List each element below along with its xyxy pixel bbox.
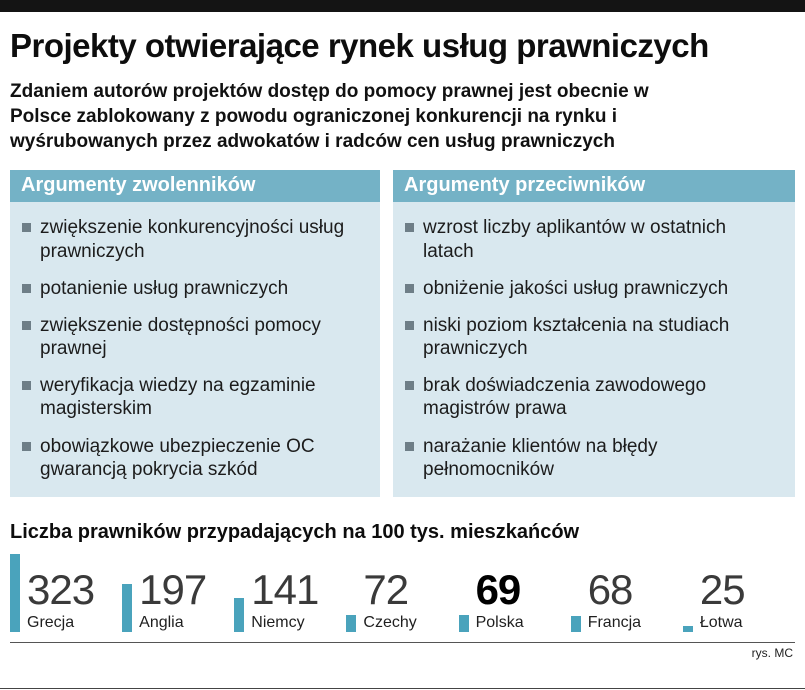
lead-paragraph: Zdaniem autorów projektów dostęp do pomo… — [10, 81, 649, 152]
bullet-square-icon — [405, 441, 414, 451]
list-item: weryfikacja wiedzy na egzaminie magister… — [22, 374, 366, 420]
arguments-panels: Argumenty zwolenników zwiększenie konkur… — [10, 170, 795, 497]
argument-text: obowiązkowe ubezpieczenie OC gwarancją p… — [40, 435, 315, 480]
bullet-square-icon — [22, 441, 31, 451]
argument-text: zwiększenie konkurencyjności usług prawn… — [40, 217, 345, 262]
bullet-square-icon — [22, 320, 31, 330]
divider — [10, 641, 795, 643]
list-item: brak doświadczenia zawodowego magistrów … — [405, 374, 781, 420]
list-item: zwiększenie konkurencyjności usług prawn… — [22, 216, 366, 262]
chart-value: 69 — [475, 566, 522, 614]
chart-label: Anglia — [139, 613, 184, 631]
chart-bar — [346, 614, 357, 632]
bullet-square-icon — [22, 223, 31, 233]
chart-value: 68 — [587, 566, 634, 614]
bar-chart: 323 Grecja 197 Anglia 141 Niemcy 72 Czec… — [10, 553, 795, 632]
chart-value: 197 — [139, 566, 207, 614]
chart-group: 72 Czechy — [346, 554, 458, 632]
bullet-square-icon — [405, 223, 414, 233]
chart-text: 323 Grecja — [27, 566, 95, 632]
chart-label: Francja — [587, 613, 642, 631]
list-item: zwiększenie dostępności pomocy prawnej — [22, 314, 366, 360]
chart-bar — [682, 625, 693, 632]
argument-text: brak doświadczenia zawodowego magistrów … — [423, 375, 707, 420]
panel-supporters: Argumenty zwolenników zwiększenie konkur… — [10, 170, 380, 497]
list-item: potanienie usług prawniczych — [22, 277, 366, 300]
bullet-square-icon — [22, 381, 31, 391]
page-title: Projekty otwierające rynek usług prawnic… — [10, 27, 709, 64]
panel-opponents-body: wzrost liczby aplikantów w ostatnich lat… — [393, 202, 795, 497]
chart-bar — [10, 553, 20, 632]
chart-group: 323 Grecja — [10, 553, 122, 632]
list-item: niski poziom kształcenia na studiach pra… — [405, 314, 781, 360]
chart-label: Łotwa — [699, 613, 743, 631]
chart-text: 72 Czechy — [363, 566, 417, 632]
bullet-square-icon — [405, 320, 414, 330]
chart-text: 68 Francja — [587, 566, 642, 632]
chart-group: 25 Łotwa — [682, 554, 795, 632]
chart-group: 68 Francja — [570, 554, 683, 632]
chart-text: 25 Łotwa — [699, 566, 746, 632]
chart-value: 141 — [251, 566, 319, 614]
chart-text: 69 Polska — [475, 566, 524, 632]
argument-text: niski poziom kształcenia na studiach pra… — [423, 314, 730, 360]
chart-label: Niemcy — [251, 613, 305, 631]
bullet-square-icon — [405, 381, 414, 391]
chart-bar — [234, 597, 245, 632]
chart-label: Grecja — [27, 613, 75, 631]
argument-text: wzrost liczby aplikantów w ostatnich lat… — [423, 217, 727, 262]
chart-label: Polska — [475, 613, 524, 631]
top-bar — [0, 0, 805, 12]
bullet-square-icon — [22, 283, 31, 293]
chart-group: 69 Polska — [458, 554, 571, 632]
chart-group: 197 Anglia — [122, 554, 234, 632]
bullet-square-icon — [405, 283, 414, 293]
list-item: obniżenie jakości usług prawniczych — [405, 277, 781, 300]
chart-value: 72 — [363, 566, 409, 614]
chart-title: Liczba prawników przypadających na 100 t… — [10, 520, 580, 543]
bottom-border — [0, 688, 805, 689]
panel-opponents: Argumenty przeciwników wzrost liczby apl… — [393, 170, 795, 497]
chart-value: 323 — [27, 566, 95, 614]
chart-group: 141 Niemcy — [234, 554, 346, 632]
chart-value: 25 — [699, 566, 746, 614]
argument-text: narażanie klientów na błędy pełnomocnikó… — [423, 435, 658, 480]
argument-text: potanienie usług prawniczych — [40, 277, 289, 299]
chart-text: 141 Niemcy — [251, 566, 319, 632]
list-item: obowiązkowe ubezpieczenie OC gwarancją p… — [22, 435, 366, 481]
argument-text: obniżenie jakości usług prawniczych — [423, 277, 729, 299]
chart-bar — [570, 615, 581, 632]
argument-text: zwiększenie dostępności pomocy prawnej — [40, 314, 321, 360]
chart-label: Czechy — [363, 613, 417, 631]
credit: rys. MC — [751, 645, 793, 660]
list-item: narażanie klientów na błędy pełnomocnikó… — [405, 435, 781, 481]
argument-text: weryfikacja wiedzy na egzaminie magister… — [40, 375, 316, 420]
chart-bar — [458, 614, 469, 632]
list-item: wzrost liczby aplikantów w ostatnich lat… — [405, 216, 781, 262]
panel-supporters-header: Argumenty zwolenników — [10, 170, 380, 203]
panel-supporters-body: zwiększenie konkurencyjności usług prawn… — [10, 202, 380, 497]
panel-opponents-header: Argumenty przeciwników — [393, 170, 795, 203]
chart-text: 197 Anglia — [139, 566, 207, 632]
chart-bar — [122, 583, 133, 632]
